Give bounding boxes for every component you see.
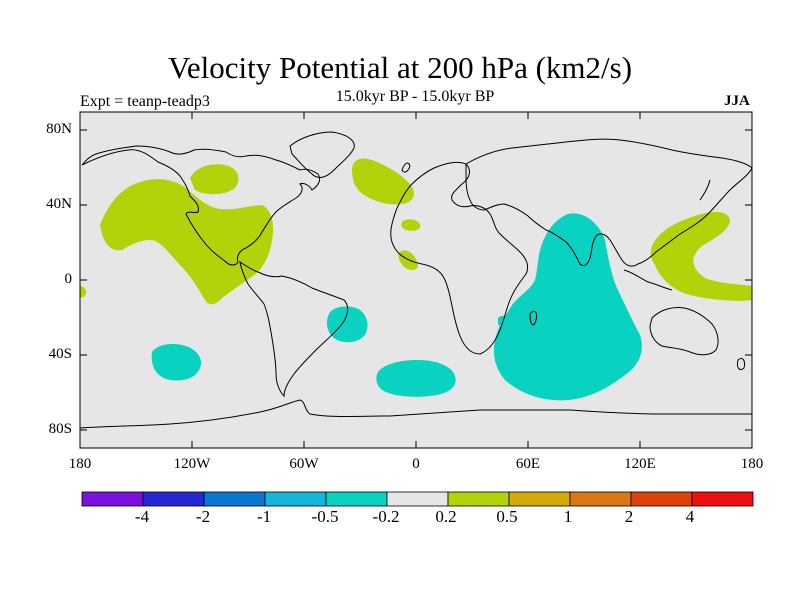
- colorbar-box: [142, 491, 205, 507]
- negative-regions: [151, 213, 642, 401]
- lat-label-80s: 80S: [48, 421, 72, 437]
- lon-label-180w: 180: [68, 456, 92, 472]
- coast-europe-africa: [390, 161, 529, 355]
- lon-label-0: 0: [412, 456, 420, 472]
- region-europe: [352, 158, 414, 205]
- colorbar-label: -1: [256, 507, 272, 526]
- colorbar-label: 0.2: [435, 507, 457, 526]
- plot-background: [80, 112, 752, 448]
- colorbar-label: -0.2: [372, 507, 400, 526]
- region-dateline-edge: [80, 286, 87, 298]
- coast-indonesia: [623, 269, 673, 291]
- colorbar-box: [203, 491, 266, 507]
- lon-label-60e: 60E: [515, 456, 541, 472]
- coast-asia: [465, 138, 753, 267]
- region-west-pacific: [650, 211, 752, 301]
- region-west-africa-small: [401, 219, 421, 231]
- coast-south-america: [239, 260, 349, 398]
- season-label: JJA: [724, 93, 750, 109]
- coast-japan: [699, 179, 711, 201]
- lon-label-60w: 60W: [289, 456, 319, 472]
- colorbar-box: [691, 491, 754, 507]
- colorbar-box: [264, 491, 327, 507]
- colorbar-box: [630, 491, 693, 507]
- region-southern-ocean-atlantic: [376, 360, 456, 397]
- region-indian-ocean: [493, 213, 642, 401]
- region-south-pacific: [151, 343, 202, 381]
- coast-madagascar: [529, 310, 537, 326]
- lat-label-40n: 40N: [46, 196, 72, 212]
- colorbar-box: [508, 491, 571, 507]
- colorbar-box: [447, 491, 510, 507]
- lat-label-40s: 40S: [48, 346, 72, 362]
- lat-tick-marks: [80, 129, 752, 431]
- colorbar-box: [569, 491, 632, 507]
- lon-label-120e: 120E: [624, 456, 656, 472]
- lat-label-0: 0: [64, 271, 73, 287]
- lat-label-80n: 80N: [46, 121, 72, 137]
- colorbar-label: -2: [195, 507, 211, 526]
- region-na-pacific: [100, 179, 274, 305]
- lon-tick-marks: [79, 112, 753, 448]
- coast-uk: [401, 162, 411, 173]
- colorbar-box: [325, 491, 388, 507]
- positive-regions: [80, 158, 752, 305]
- region-gulf-guinea: [398, 250, 418, 270]
- colorbar-label: 2: [624, 507, 634, 526]
- colorbar-box: [81, 491, 144, 507]
- coast-greenland: [289, 131, 355, 178]
- coast-australia: [649, 307, 719, 356]
- colorbar-label: -0.5: [311, 507, 339, 526]
- region-greenland: [190, 164, 239, 195]
- colorbar-box: [386, 491, 449, 507]
- experiment-label: Expt = teanp-teadp3: [80, 93, 210, 110]
- colorbar-label: 0.5: [496, 507, 518, 526]
- colorbar-label: 1: [563, 507, 573, 526]
- colorbar-label: 4: [685, 507, 695, 526]
- chart-title: Velocity Potential at 200 hPa (km2/s): [167, 50, 633, 85]
- colorbar-label: -4: [134, 507, 150, 526]
- coastlines: [79, 131, 753, 429]
- coast-north-america: [81, 145, 321, 266]
- coast-new-zealand: [737, 357, 745, 371]
- lon-label-120w: 120W: [173, 456, 211, 472]
- colorbar: [81, 491, 754, 507]
- region-south-atlantic: [326, 306, 368, 343]
- lon-label-180e: 180: [740, 456, 764, 472]
- coast-antarctica: [79, 399, 752, 429]
- chart-subtitle: 15.0kyr BP - 15.0kyr BP: [335, 88, 495, 105]
